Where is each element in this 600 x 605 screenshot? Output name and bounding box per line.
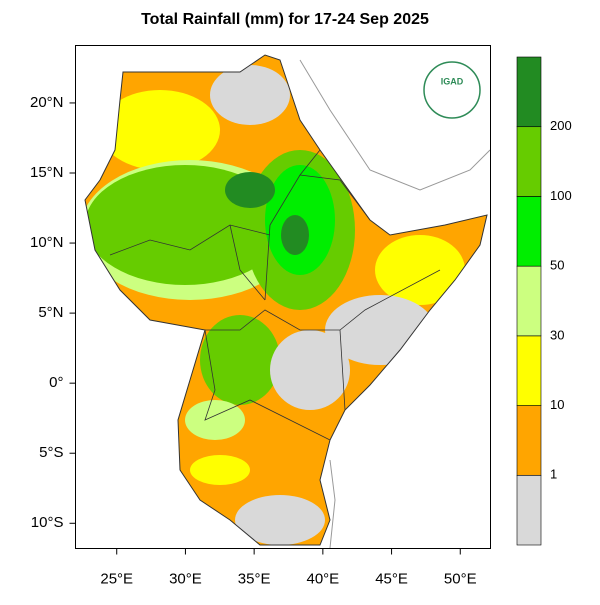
rain-zone — [270, 330, 350, 410]
x-tick-label: 25°E — [100, 570, 133, 587]
rain-zone — [190, 455, 250, 485]
x-tick-label: 40°E — [306, 570, 339, 587]
x-tick-label: 50°E — [444, 570, 477, 587]
map-area: IGAD — [75, 45, 491, 549]
logo-text: IGAD — [441, 76, 464, 86]
y-tick-label: 5°N — [38, 304, 63, 321]
axes: 25°E 30°E 35°E 40°E 45°E 50°E 20°N 15°N 10°N 5°N 0… — [30, 94, 477, 588]
outside-coastline — [299, 59, 491, 191]
rainfall-field — [85, 55, 487, 545]
colorbar-bin — [516, 56, 542, 128]
map-frame — [75, 45, 491, 549]
y-tick-label: 10°N — [30, 234, 64, 251]
rain-zone — [281, 215, 309, 255]
colorbar-bin — [516, 335, 542, 406]
y-tick-label: 5°S — [39, 444, 63, 461]
rain-zone — [100, 90, 220, 170]
y-tick-label: 0° — [49, 374, 63, 391]
rain-zone — [225, 172, 275, 208]
y-tick-label: 15°N — [30, 164, 64, 181]
colorbar-label: 50 — [550, 258, 564, 273]
colorbar-bin — [516, 126, 542, 197]
rain-zone — [200, 315, 280, 405]
country-border — [109, 149, 441, 441]
rain-zone — [235, 495, 325, 545]
outside-coastline — [329, 459, 336, 549]
logo — [423, 61, 481, 119]
colorbar-bin — [516, 265, 542, 337]
map-title: Total Rainfall (mm) for 17-24 Sep 2025 — [141, 11, 429, 28]
rain-zone — [185, 400, 245, 440]
coastline — [84, 54, 488, 546]
colorbar-label: 10 — [550, 397, 564, 412]
x-tick-label: 45°E — [375, 570, 408, 587]
colorbar-bin — [516, 474, 542, 546]
colorbar-label: 30 — [550, 327, 564, 342]
colorbar-bin — [516, 405, 542, 476]
colorbar-bin — [516, 196, 542, 267]
y-tick-label: 20°N — [30, 94, 64, 111]
y-tick-label: 10°S — [31, 514, 64, 531]
colorbar-label: 200 — [550, 118, 572, 133]
x-tick-label: 30°E — [169, 570, 202, 587]
colorbar-label: 100 — [550, 188, 572, 203]
rain-zone — [210, 65, 290, 125]
colorbar: 1 10 30 50 100 200 — [516, 56, 572, 546]
x-tick-label: 35°E — [238, 570, 271, 587]
colorbar-label: 1 — [550, 467, 557, 482]
rain-zone — [375, 235, 465, 305]
